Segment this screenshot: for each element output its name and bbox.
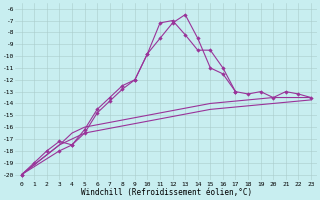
X-axis label: Windchill (Refroidissement éolien,°C): Windchill (Refroidissement éolien,°C) [81,188,252,197]
